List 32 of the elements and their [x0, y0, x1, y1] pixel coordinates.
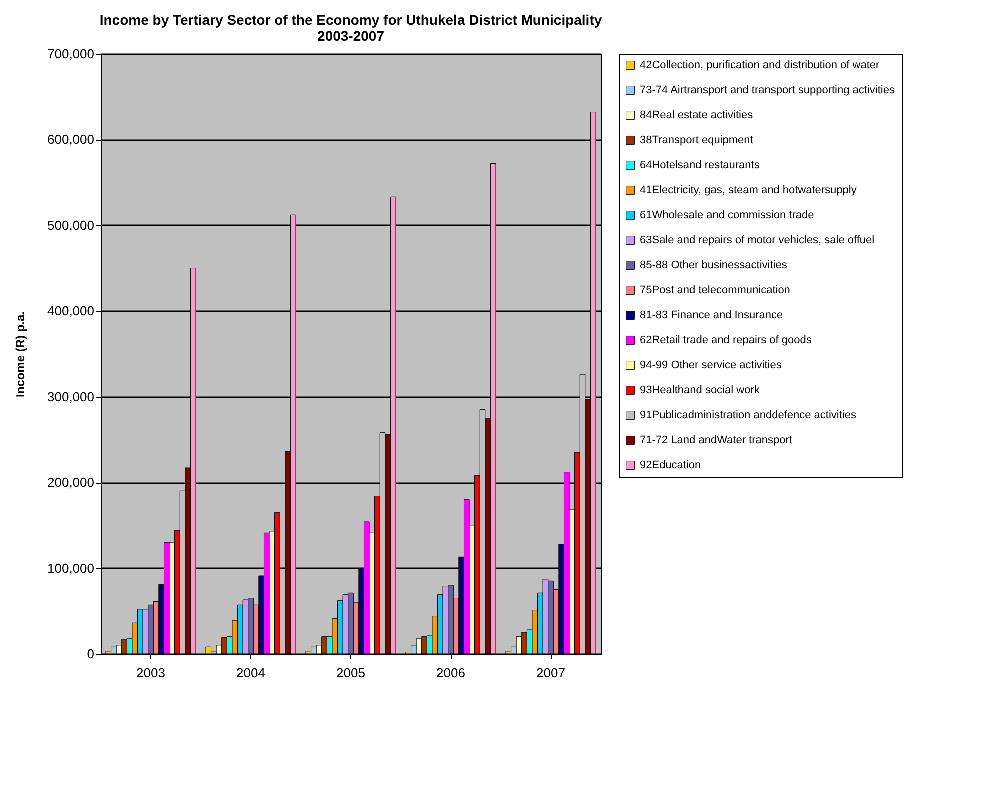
- legend-label: 64Hotelsand restaurants: [640, 160, 760, 172]
- x-tick-label: 2005: [336, 666, 366, 680]
- x-tick-label: 2003: [136, 666, 166, 680]
- x-tick-label: 2004: [236, 666, 266, 680]
- legend-label: 92Education: [640, 460, 702, 472]
- legend-label: 84Real estate activities: [640, 110, 754, 122]
- legend-label: 42Collection, purification and distribution of water: [640, 60, 880, 72]
- legend-label: 41Electricity, gas, steam and hotwatersupply: [640, 184, 858, 196]
- legend-label: 75Post and telecommunication: [640, 284, 790, 296]
- x-tick-label: 2006: [436, 666, 466, 680]
- chart-title: Income by Tertiary Sector of the Economy for Uthukela District Municipality 2003-2007: [100, 12, 602, 44]
- legend-label: 38Transport equipment: [640, 134, 754, 146]
- legend-label: 73-74 Airtransport and transport supporting activities: [640, 84, 896, 96]
- legend-label: 61Wholesale and commission trade: [640, 210, 814, 222]
- legend-label: 81-83 Finance and Insurance: [640, 310, 784, 322]
- y-tick-label: 200,000: [48, 475, 94, 490]
- legend-label: 94-99 Other service activities: [640, 360, 782, 372]
- legend-label: 91Publicadministration anddefence activities: [640, 410, 857, 422]
- y-tick-label: 400,000: [48, 304, 94, 319]
- y-tick-label: 100,000: [48, 560, 94, 576]
- y-tick-label: 0: [87, 646, 94, 662]
- x-tick-label: 2007: [536, 666, 566, 680]
- y-tick-label: 500,000: [48, 218, 94, 233]
- legend-label: 71-72 Land andWater transport: [640, 434, 792, 446]
- y-tick-label: 700,000: [48, 46, 94, 62]
- y-tick-label: 600,000: [48, 132, 94, 148]
- y-tick-label: 300,000: [48, 389, 94, 404]
- legend-label: 63Sale and repairs of motor vehicles, sale offuel: [640, 234, 875, 246]
- y-axis-title: Income (R) p.a.: [14, 311, 28, 398]
- legend-label: 93Healthand social work: [640, 384, 760, 396]
- legend-label: 62Retail trade and repairs of goods: [640, 334, 812, 346]
- legend-label: 85-88 Other businessactivities: [640, 260, 788, 272]
